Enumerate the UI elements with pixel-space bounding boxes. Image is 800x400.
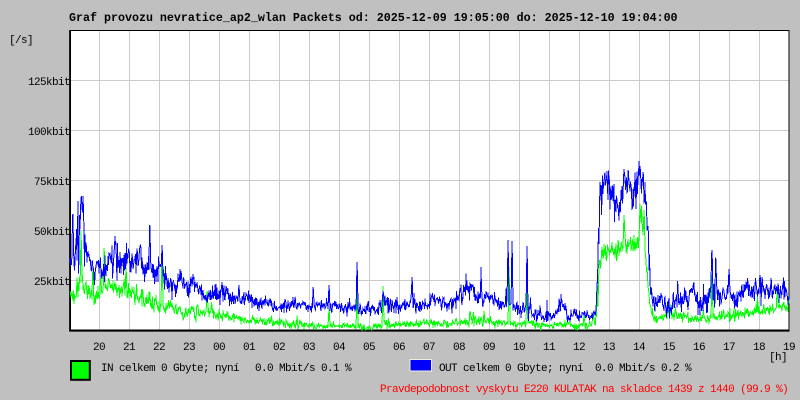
svg-text:IN celkem 0 Gbyte; nyní: IN celkem 0 Gbyte; nyní [101,363,240,375]
svg-text:125kbit: 125kbit [28,77,70,89]
svg-text:00: 00 [213,342,225,354]
svg-text:19: 19 [783,342,795,354]
svg-text:Pravdepodobnost vyskytu E220 K: Pravdepodobnost vyskytu E220 KULATAK na … [380,384,788,396]
svg-text:17: 17 [723,342,735,354]
svg-text:20: 20 [93,342,105,354]
svg-text:01: 01 [243,342,256,354]
svg-text:22: 22 [153,342,165,354]
svg-text:25kbit: 25kbit [34,277,70,289]
svg-text:23: 23 [183,342,195,354]
svg-text:OUT celkem 0 Gbyte; nyní: OUT celkem 0 Gbyte; nyní [439,363,584,375]
svg-text:11: 11 [543,342,556,354]
svg-text:12: 12 [573,342,585,354]
svg-text:05: 05 [363,342,375,354]
svg-text:16: 16 [693,342,705,354]
svg-text:[h]: [h] [769,352,787,364]
svg-text:18: 18 [753,342,765,354]
svg-text:0.0 Mbit/s 0.1 %: 0.0 Mbit/s 0.1 % [255,363,352,375]
svg-text:[/s]: [/s] [9,35,33,47]
svg-text:100kbit: 100kbit [28,127,70,139]
svg-text:10: 10 [513,342,525,354]
svg-text:15: 15 [663,342,675,354]
svg-text:09: 09 [483,342,495,354]
svg-text:08: 08 [453,342,465,354]
svg-text:07: 07 [423,342,435,354]
svg-text:75kbit: 75kbit [34,177,70,189]
svg-text:0.0 Mbit/s 0.2 %: 0.0 Mbit/s 0.2 % [595,363,692,375]
svg-text:03: 03 [303,342,315,354]
svg-text:21: 21 [123,342,136,354]
svg-text:06: 06 [393,342,405,354]
svg-text:13: 13 [603,342,615,354]
svg-text:02: 02 [273,342,285,354]
svg-text:Graf provozu nevratice_ap2_wla: Graf provozu nevratice_ap2_wlan Packets … [69,11,678,25]
svg-text:04: 04 [333,342,346,354]
svg-text:14: 14 [633,342,646,354]
svg-text:50kbit: 50kbit [34,227,70,239]
